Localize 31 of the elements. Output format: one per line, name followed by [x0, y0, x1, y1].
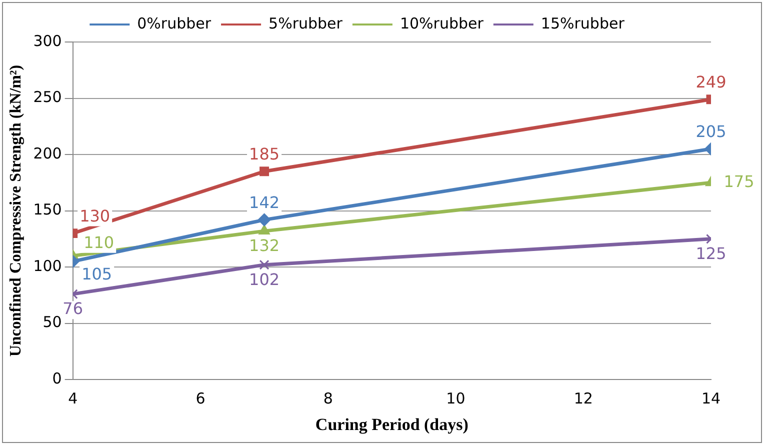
data-label: 205	[696, 122, 726, 142]
y-tick-label: 150	[33, 200, 62, 219]
data-label: 185	[249, 144, 280, 164]
y-tick-label: 0	[52, 369, 62, 388]
data-label: 175	[724, 172, 754, 191]
data-label: 102	[249, 270, 280, 289]
data-label: 110	[84, 232, 114, 252]
data-label: 142	[249, 192, 280, 212]
x-tick-label: 14	[701, 389, 721, 408]
y-tick-label: 250	[33, 88, 62, 106]
data-label: 76	[62, 299, 84, 318]
x-tick-label: 12	[574, 389, 593, 408]
legend-label: 10%rubber	[400, 14, 484, 32]
legend-label: 0%rubber	[137, 14, 212, 32]
x-axis-title: Curing Period (days)	[315, 415, 468, 434]
legend-label: 5%rubber	[268, 14, 344, 32]
data-label: 125	[696, 244, 726, 264]
y-tick-label: 300	[33, 32, 62, 50]
legend-label: 15%rubber	[540, 14, 626, 32]
x-tick-label: 4	[68, 389, 78, 408]
data-label: 130	[80, 206, 110, 226]
y-tick-label: 200	[33, 144, 62, 162]
data-label: 132	[249, 236, 280, 256]
y-axis-title: Unconfined Compressive Strength (kN/m²)	[8, 64, 25, 357]
x-tick-label: 10	[446, 389, 466, 408]
y-tick-label: 50	[42, 313, 62, 332]
x-tick-label: 6	[196, 389, 206, 408]
x-tick-label: 8	[323, 389, 333, 408]
y-tick-label: 100	[33, 256, 62, 275]
data-label: 105	[82, 264, 112, 284]
data-label: 249	[696, 72, 726, 92]
